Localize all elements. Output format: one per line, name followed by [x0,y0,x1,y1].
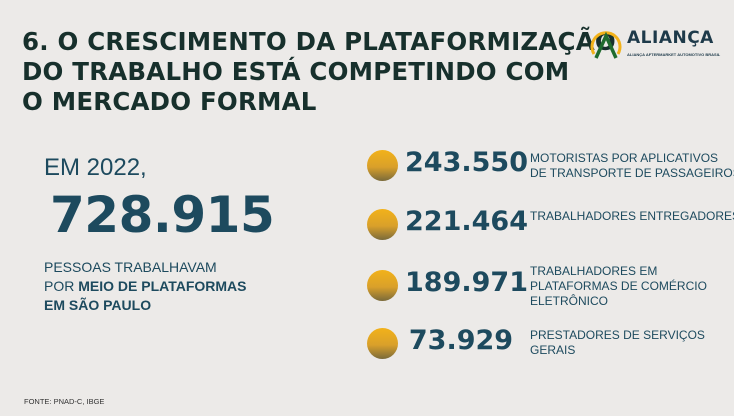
alianca-logo: ALIANÇA ALIANÇA AFTERMARKET AUTOMOTIVO B… [588,24,728,64]
stat-label-line: PLATAFORMAS DE COMÉRCIO [530,279,707,293]
bullet-circle-icon [367,150,398,181]
stat-label-line: DE TRANSPORTE DE PASSAGEIROS [530,166,734,180]
stat-value: 243.550 [405,147,528,178]
logo-tagline: ALIANÇA AFTERMARKET AUTOMOTIVO BRASIL [627,52,721,57]
bullet-circle-icon [367,270,398,301]
summary-bold: MEIO DE PLATAFORMAS [78,278,247,294]
stat-value: 221.464 [405,206,528,237]
stat-value: 189.971 [405,267,528,298]
slide-title: 6. O CRESCIMENTO DA PLATAFORMIZAÇÃO DO T… [22,27,616,117]
title-line: 6. O CRESCIMENTO DA PLATAFORMIZAÇÃO [22,27,616,56]
bullet-circle-icon [367,209,398,240]
summary-line: EM SÃO PAULO [44,296,247,315]
title-line: DO TRABALHO ESTÁ COMPETINDO COM [22,57,570,86]
stat-label-line: PRESTADORES DE SERVIÇOS [530,328,705,342]
summary-text: POR [44,278,79,294]
stat-label-line: ELETRÔNICO [530,294,609,308]
stat-label: PRESTADORES DE SERVIÇOS GERAIS [530,328,705,358]
summary-line: POR MEIO DE PLATAFORMAS [44,277,247,296]
logo-mark-icon [590,31,622,59]
summary-total: 728.915 [50,186,275,244]
summary-line: PESSOAS TRABALHAVAM [44,259,217,275]
summary-bold: EM SÃO PAULO [44,297,152,313]
summary-description: PESSOAS TRABALHAVAM POR MEIO DE PLATAFOR… [44,258,247,315]
stat-value: 73.929 [408,325,514,356]
stat-label: MOTORISTAS POR APLICATIVOS DE TRANSPORTE… [530,151,734,181]
source-note: FONTE: PNAD-C, IBGE [24,397,105,406]
title-line: O MERCADO FORMAL [22,87,317,116]
stat-label-line: TRABALHADORES ENTREGADORES [530,209,734,223]
summary-intro: EM 2022, [44,154,147,181]
stat-label-line: TRABALHADORES EM [530,264,658,278]
bullet-circle-icon [367,328,398,359]
stat-label: TRABALHADORES ENTREGADORES [530,209,734,224]
stat-label-line: GERAIS [530,343,576,357]
logo-name: ALIANÇA [627,28,714,48]
stat-label-line: MOTORISTAS POR APLICATIVOS [530,151,719,165]
stat-label: TRABALHADORES EM PLATAFORMAS DE COMÉRCIO… [530,264,707,309]
